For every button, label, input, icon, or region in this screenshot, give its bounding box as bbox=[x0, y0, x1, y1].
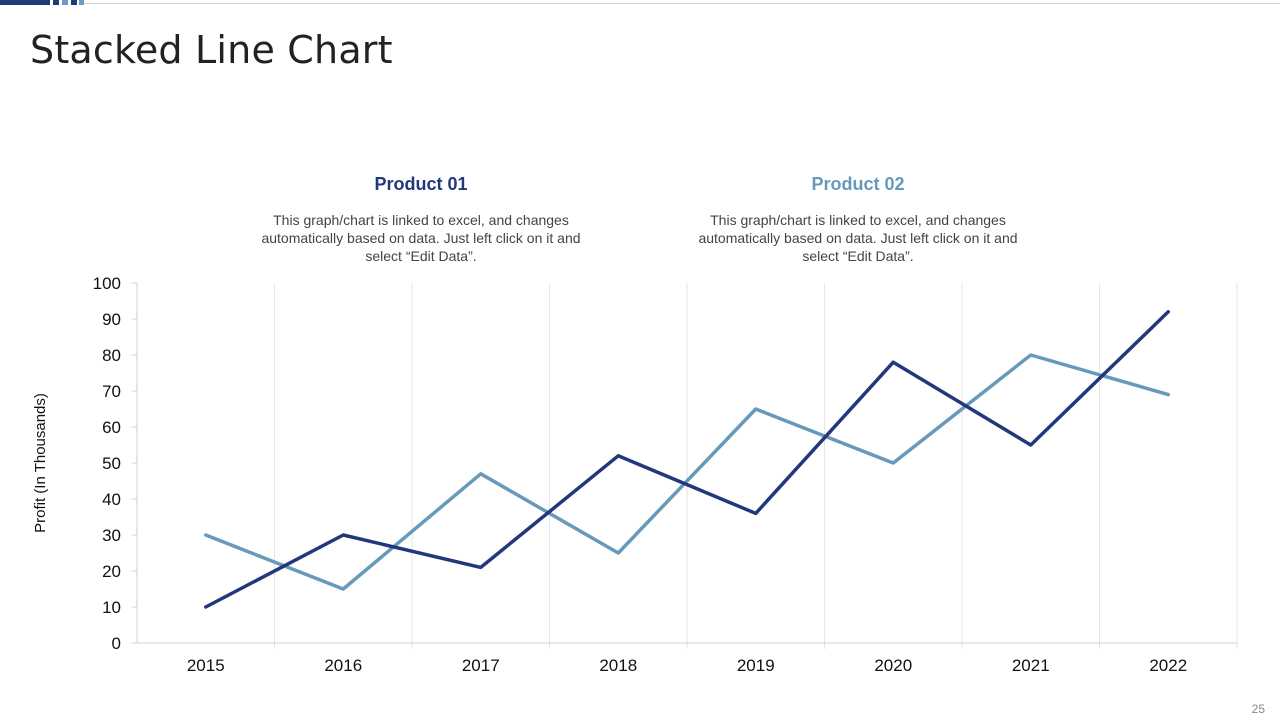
y-tick-label: 20 bbox=[102, 562, 121, 581]
x-tick-label: 2017 bbox=[462, 656, 500, 675]
legend-product-02-name: Product 02 bbox=[811, 174, 905, 194]
accent-segment-small-3 bbox=[71, 0, 77, 5]
top-accent-bar bbox=[0, 0, 1280, 6]
y-tick-label: 40 bbox=[102, 490, 121, 509]
y-tick-label: 60 bbox=[102, 418, 121, 437]
x-tick-label: 2021 bbox=[1012, 656, 1050, 675]
accent-segment-dark bbox=[0, 0, 50, 5]
x-tick-label: 2018 bbox=[599, 656, 637, 675]
accent-segment-small-2 bbox=[62, 0, 68, 5]
x-tick-label: 2016 bbox=[324, 656, 362, 675]
y-tick-label: 90 bbox=[102, 310, 121, 329]
legend-product-02: Product 02 This graph/chart is linked to… bbox=[688, 174, 1028, 265]
x-tick-label: 2019 bbox=[737, 656, 775, 675]
y-tick-label: 0 bbox=[112, 634, 121, 653]
x-tick-label: 2015 bbox=[187, 656, 225, 675]
accent-segment-small-4 bbox=[79, 0, 84, 5]
page-title: Stacked Line Chart bbox=[30, 28, 393, 72]
y-tick-label: 100 bbox=[93, 274, 121, 293]
accent-segment-small-1 bbox=[53, 0, 59, 5]
y-tick-label: 50 bbox=[102, 454, 121, 473]
y-tick-label: 80 bbox=[102, 346, 121, 365]
x-tick-label: 2020 bbox=[874, 656, 912, 675]
series-line-product-01 bbox=[204, 310, 1170, 609]
legend-product-01-name: Product 01 bbox=[374, 174, 468, 194]
legend-product-02-description: This graph/chart is linked to excel, and… bbox=[698, 212, 1018, 264]
legend-product-01: Product 01 This graph/chart is linked to… bbox=[251, 174, 591, 265]
legend-product-01-description: This graph/chart is linked to excel, and… bbox=[261, 212, 581, 264]
page-number: 25 bbox=[1251, 702, 1265, 716]
series-line-product-02 bbox=[204, 353, 1170, 591]
x-tick-label: 2022 bbox=[1149, 656, 1187, 675]
y-tick-label: 70 bbox=[102, 382, 121, 401]
y-tick-label: 10 bbox=[102, 598, 121, 617]
y-tick-label: 30 bbox=[102, 526, 121, 545]
y-axis-label: Profit (In Thousands) bbox=[32, 393, 49, 533]
top-divider-line bbox=[84, 3, 1280, 4]
